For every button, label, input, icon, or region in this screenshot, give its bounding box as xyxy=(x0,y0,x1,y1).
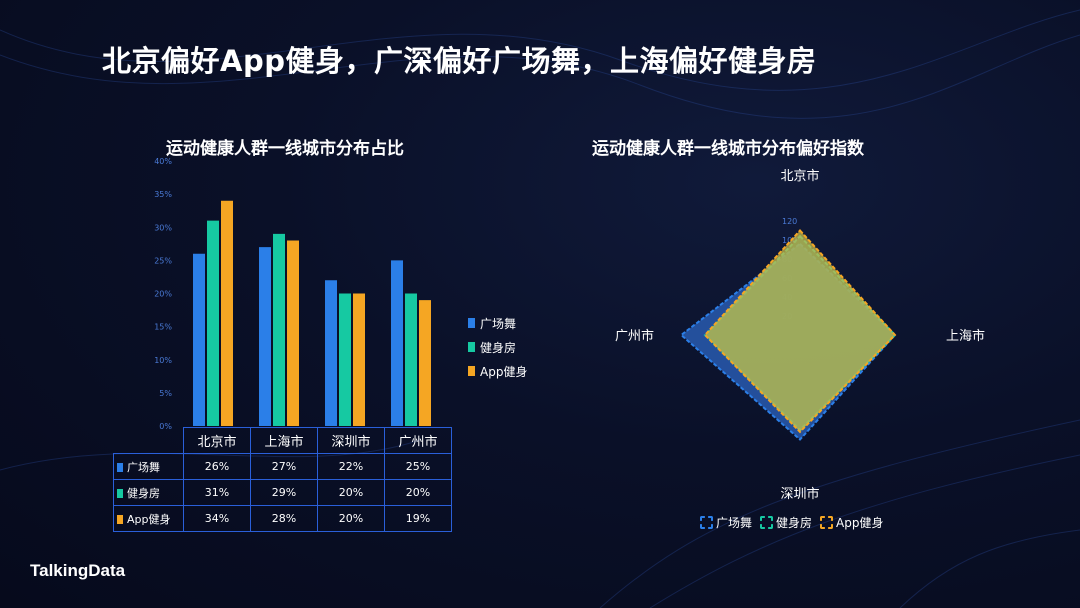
legend-item-jianshenfang: 健身房 xyxy=(468,335,527,359)
bar-chart-legend: 广场舞 健身房 App健身 xyxy=(468,311,527,383)
row-swatch xyxy=(117,514,123,524)
brand-logo: TalkingData xyxy=(30,561,126,580)
bar xyxy=(193,253,205,426)
radar-axis-label: 上海市 xyxy=(946,328,985,344)
row-label: 广场舞 xyxy=(127,460,160,474)
bar xyxy=(405,293,417,426)
legend-label: 广场舞 xyxy=(480,316,517,331)
row-label: 健身房 xyxy=(127,486,160,500)
bar xyxy=(221,200,233,426)
table-cell: 26% xyxy=(183,453,251,480)
bar xyxy=(287,240,299,426)
table-corner xyxy=(114,428,184,454)
y-tick-label: 40% xyxy=(154,157,172,166)
radar-chart: 20406080100120北京市上海市深圳市广州市 xyxy=(615,168,985,502)
table-cell: 20% xyxy=(317,479,385,506)
radar-legend-label: App健身 xyxy=(836,516,884,530)
table-row-header: 健身房 xyxy=(113,479,184,506)
table-header-cell: 广州市 xyxy=(384,427,452,454)
row-swatch xyxy=(117,488,123,498)
legend-label: App健身 xyxy=(480,364,528,379)
legend-label: 健身房 xyxy=(480,340,517,355)
y-tick-label: 15% xyxy=(154,323,172,332)
y-tick-label: 20% xyxy=(154,290,172,299)
legend-item-guangchangwu: 广场舞 xyxy=(468,311,527,335)
table-cell: 27% xyxy=(250,453,318,480)
data-table: 北京市 上海市 深圳市 广州市 广场舞 26% 27% 22% 25% 健身房 … xyxy=(113,427,452,532)
bar xyxy=(353,293,365,426)
table-row: App健身 34% 28% 20% 19% xyxy=(113,505,452,532)
row-label: App健身 xyxy=(127,512,171,526)
radar-series-area xyxy=(703,229,897,434)
table-cell: 29% xyxy=(250,479,318,506)
bar xyxy=(391,260,403,426)
radar-axis-label: 北京市 xyxy=(780,168,819,184)
bar xyxy=(325,280,337,426)
table-cell: 31% xyxy=(183,479,251,506)
radar-legend-icon xyxy=(700,516,713,529)
table-header-cell: 北京市 xyxy=(183,427,251,454)
table-cell: 20% xyxy=(317,505,385,532)
table-cell: 34% xyxy=(183,505,251,532)
bar xyxy=(339,293,351,426)
table-cell: 22% xyxy=(317,453,385,480)
legend-item-app: App健身 xyxy=(468,359,527,383)
bar xyxy=(207,220,219,426)
y-tick-label: 5% xyxy=(159,389,172,398)
radar-legend-icon xyxy=(760,516,774,529)
table-row: 广场舞 26% 27% 22% 25% xyxy=(113,453,452,480)
radar-legend-label: 广场舞 xyxy=(716,516,753,530)
radar-legend-item-guangchangwu: 广场舞 xyxy=(700,514,752,531)
y-tick-label: 25% xyxy=(154,256,172,265)
table-cell: 20% xyxy=(384,479,452,506)
table-cell: 28% xyxy=(250,505,318,532)
legend-swatch-app xyxy=(468,366,475,376)
table-cell: 25% xyxy=(384,453,452,480)
table-header-cell: 上海市 xyxy=(250,427,318,454)
legend-swatch-jianshenfang xyxy=(468,342,475,352)
table-row-header: App健身 xyxy=(113,505,184,532)
radar-axis-label: 深圳市 xyxy=(780,486,819,502)
row-swatch xyxy=(117,462,123,472)
radar-legend-icon xyxy=(820,516,834,529)
bar xyxy=(273,233,285,426)
bar xyxy=(259,247,271,426)
bar-chart: 0% 5% 10% 15% 20% 25% 30% 35% 40% xyxy=(154,157,431,430)
radar-axis-label: 广州市 xyxy=(615,328,654,344)
radar-legend-item-jianshenfang: 健身房 xyxy=(760,514,812,531)
table-cell: 19% xyxy=(384,505,452,532)
legend-swatch-guangchangwu xyxy=(468,318,475,328)
y-tick-label: 0% xyxy=(159,422,172,430)
radar-chart-title: 运动健康人群一线城市分布偏好指数 xyxy=(592,139,864,159)
radar-legend-item-app: App健身 xyxy=(820,514,883,531)
bar-chart-title: 运动健康人群一线城市分布占比 xyxy=(166,139,404,159)
y-tick-label: 30% xyxy=(154,223,172,232)
radial-tick-label: 100 xyxy=(782,236,797,245)
radial-tick-label: 120 xyxy=(782,217,797,226)
y-tick-label: 35% xyxy=(154,190,172,199)
table-row: 健身房 31% 29% 20% 20% xyxy=(113,479,452,506)
radar-chart-legend: 广场舞 健身房 App健身 xyxy=(700,514,891,531)
page-headline: 北京偏好App健身，广深偏好广场舞，上海偏好健身房 xyxy=(102,44,817,78)
bar xyxy=(419,300,431,426)
table-row-header: 广场舞 xyxy=(113,453,184,480)
radar-legend-label: 健身房 xyxy=(776,516,813,530)
y-tick-label: 10% xyxy=(154,356,172,365)
table-header-cell: 深圳市 xyxy=(317,427,385,454)
table-header-row: 北京市 上海市 深圳市 广州市 xyxy=(114,427,452,454)
